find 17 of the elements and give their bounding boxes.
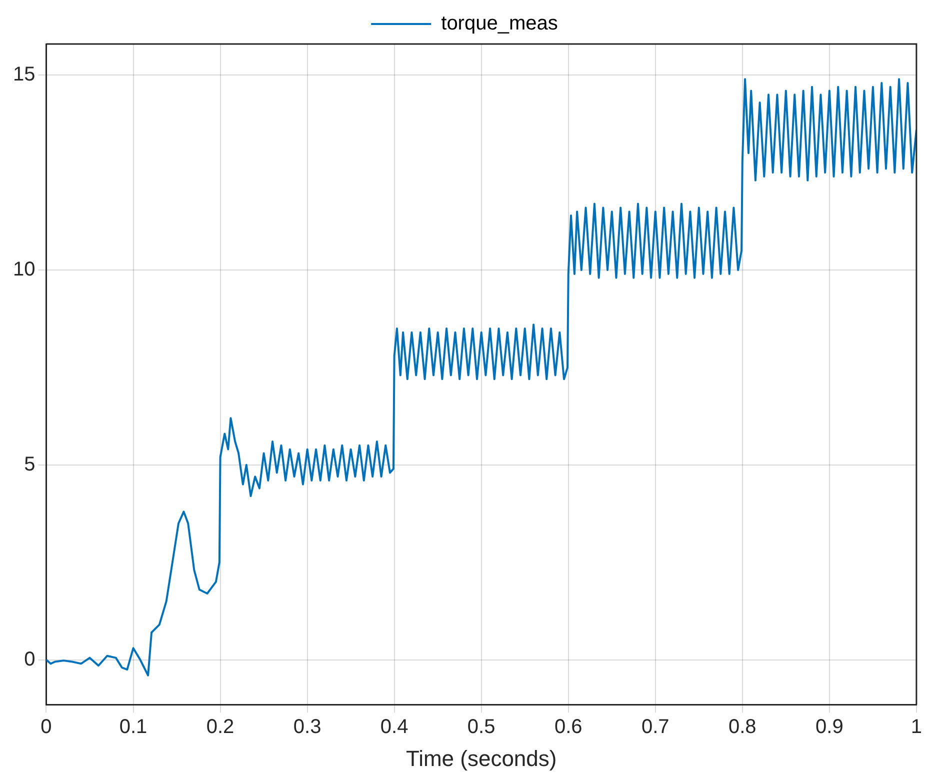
x-tick-label: 0.2 [206, 716, 234, 738]
x-tick-label: 0.7 [641, 716, 670, 738]
x-tick-label: 0.5 [467, 716, 496, 738]
x-tick-label: 0.4 [380, 716, 408, 738]
y-tick-label: 10 [12, 258, 36, 281]
legend-label: torque_meas [441, 12, 558, 35]
x-tick-label: 0.6 [554, 716, 582, 738]
x-tick-label: 0.1 [119, 716, 148, 738]
x-tick-label: 0.9 [816, 716, 844, 738]
x-tick-label: 0.3 [293, 716, 322, 738]
y-tick-label: 5 [24, 453, 36, 476]
x-tick-label: 0 [40, 716, 52, 738]
x-tick-label: 0.8 [728, 716, 756, 738]
y-tick-label: 0 [24, 648, 36, 670]
y-tick-label: 15 [12, 64, 36, 86]
x-axis-title: Time (seconds) [406, 746, 557, 771]
x-tick-label: 1 [910, 716, 922, 738]
